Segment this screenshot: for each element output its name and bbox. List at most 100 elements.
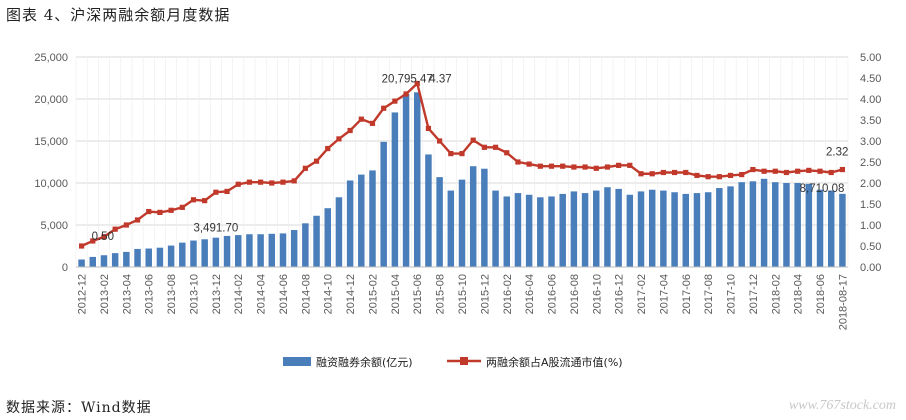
- bar: [581, 193, 589, 267]
- y-right-tick-label: 1.50: [860, 199, 881, 211]
- line-marker: [157, 209, 163, 215]
- line-marker: [168, 207, 174, 213]
- line-marker: [470, 137, 476, 143]
- line-marker: [369, 120, 376, 126]
- bar: [179, 242, 186, 267]
- bar: [414, 92, 421, 267]
- watermark: www.767stock.com: [788, 398, 896, 413]
- line-marker: [649, 171, 655, 177]
- bar: [660, 190, 667, 267]
- line-marker: [727, 172, 734, 179]
- line-marker: [716, 174, 722, 180]
- line-marker: [90, 238, 96, 244]
- line-marker: [571, 164, 577, 170]
- line-marker: [459, 151, 465, 157]
- line-marker: [671, 169, 678, 176]
- bar: [246, 234, 253, 267]
- gridlines: [75, 56, 849, 268]
- y-left-tick-label: 15,000: [34, 136, 68, 148]
- x-tick-label: 2016-10: [591, 274, 603, 314]
- line-marker: [280, 179, 286, 185]
- line-marker: [515, 159, 521, 165]
- line-marker: [179, 204, 185, 210]
- x-tick-label: 2017-06: [681, 274, 693, 314]
- x-tick-label: 2014-10: [323, 274, 335, 314]
- line-marker: [235, 181, 241, 187]
- line-marker: [258, 179, 264, 185]
- x-tick-label: 2018-04: [793, 274, 805, 314]
- y-left-tick-label: 0: [62, 262, 68, 274]
- x-tick-label: 2014-02: [233, 274, 245, 314]
- line-marker: [381, 105, 387, 111]
- bar: [604, 187, 611, 267]
- x-tick-label: 2016-08: [569, 274, 581, 314]
- bar: [346, 180, 354, 267]
- bar: [100, 255, 108, 267]
- bar: [548, 196, 555, 267]
- x-tick-label: 2018-02: [770, 274, 782, 314]
- line-marker: [146, 208, 152, 215]
- x-tick-label: 2017-02: [636, 274, 648, 314]
- x-tick-label: 2015-12: [479, 274, 491, 314]
- line-marker: [604, 164, 611, 170]
- line-marker: [425, 125, 432, 131]
- source-note: 数据来源：Wind数据: [6, 400, 152, 416]
- x-tick-label: 2013-06: [144, 274, 156, 314]
- x-tick-label: 2018-08-17: [837, 274, 849, 330]
- line-marker: [660, 169, 666, 176]
- legend: 融资融券余额(亿元) 两融余额占A股流通市值(%): [283, 355, 623, 369]
- line-marker: [291, 178, 297, 184]
- line-marker: [224, 188, 230, 194]
- bar: [570, 191, 578, 267]
- data-labels: 20,795.47 3,491.70 8,710.08 0.50 4.37 2.32: [92, 73, 849, 243]
- x-tick-label: 2016-12: [614, 274, 626, 314]
- bar: [626, 194, 634, 267]
- x-tick-label: 2014-12: [345, 274, 357, 314]
- bar: [257, 234, 264, 267]
- line-marker: [627, 162, 633, 168]
- x-tick-label: 2016-02: [502, 274, 514, 314]
- line-marker: [246, 179, 253, 185]
- bar: [167, 245, 175, 267]
- y-right-tick-label: 4.00: [860, 94, 881, 106]
- bar: [727, 186, 734, 267]
- line-marker: [750, 166, 756, 173]
- bar: [716, 188, 723, 267]
- bar: [268, 233, 276, 267]
- bar: [693, 193, 701, 267]
- line-marker: [101, 234, 107, 240]
- bar: [425, 154, 432, 267]
- bar: [223, 235, 231, 267]
- bar: [234, 235, 242, 267]
- bar: [559, 193, 566, 267]
- bar: [335, 197, 343, 267]
- line-marker: [537, 163, 543, 169]
- line-marker: [302, 165, 308, 171]
- line-marker: [694, 172, 700, 179]
- line-marker: [190, 197, 197, 203]
- data-label: 3,491.70: [193, 223, 238, 235]
- x-tick-label: 2014-08: [300, 274, 312, 314]
- x-tick-label: 2013-10: [188, 274, 200, 314]
- y-left-tick-label: 10,000: [34, 178, 68, 190]
- bar: [145, 248, 152, 267]
- line-marker: [202, 198, 208, 204]
- figure-title: 图表 4、沪深两融余额月度数据: [6, 6, 231, 24]
- line-marker: [481, 144, 487, 150]
- bar: [772, 182, 779, 267]
- bar: [313, 215, 320, 267]
- bar: [369, 170, 376, 267]
- bar: [469, 166, 477, 267]
- bar: [760, 178, 768, 267]
- bar: [358, 174, 365, 267]
- bar: [302, 223, 309, 267]
- legend-bar-swatch: [283, 357, 311, 366]
- axes: 0 5,000 10,000 15,000 20,000 25,000 0.00 0.50 1.…: [34, 52, 881, 330]
- data-label: 4.37: [429, 73, 451, 85]
- line-marker: [112, 226, 118, 232]
- bar: [89, 256, 97, 267]
- x-tick-label: 2017-10: [726, 274, 738, 314]
- y-right-tick-label: 0.00: [860, 262, 881, 274]
- line-marker: [761, 168, 767, 174]
- line-marker: [414, 80, 420, 87]
